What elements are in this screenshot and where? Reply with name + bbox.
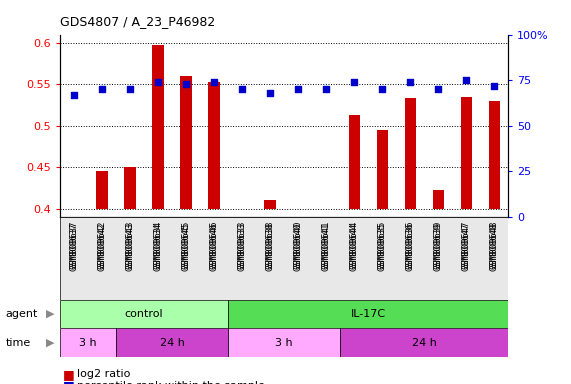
- Text: GSM808638: GSM808638: [266, 223, 275, 271]
- Text: GSM808642: GSM808642: [98, 223, 106, 271]
- Point: [489, 83, 498, 89]
- Point: [321, 86, 331, 93]
- Point: [182, 81, 191, 87]
- Text: GSM808633: GSM808633: [238, 223, 247, 271]
- Text: percentile rank within the sample: percentile rank within the sample: [77, 381, 265, 384]
- Text: time: time: [6, 338, 31, 348]
- Text: GSM808640: GSM808640: [293, 223, 303, 271]
- FancyBboxPatch shape: [340, 328, 508, 357]
- Text: GSM808638: GSM808638: [266, 221, 275, 270]
- Text: GSM808633: GSM808633: [238, 221, 247, 270]
- Text: GSM808635: GSM808635: [377, 223, 387, 271]
- Text: 3 h: 3 h: [275, 338, 293, 348]
- Text: GSM808642: GSM808642: [98, 221, 106, 270]
- FancyBboxPatch shape: [228, 300, 508, 328]
- Text: GSM808636: GSM808636: [405, 223, 415, 271]
- Point: [405, 79, 415, 85]
- Point: [126, 86, 135, 93]
- Point: [461, 77, 471, 83]
- FancyBboxPatch shape: [60, 300, 228, 328]
- Text: GSM808643: GSM808643: [126, 221, 135, 270]
- Text: 24 h: 24 h: [159, 338, 184, 348]
- FancyBboxPatch shape: [228, 328, 340, 357]
- Text: GSM808646: GSM808646: [210, 221, 219, 270]
- FancyBboxPatch shape: [116, 328, 228, 357]
- Text: GSM808639: GSM808639: [433, 223, 443, 271]
- Text: GSM808641: GSM808641: [321, 221, 331, 270]
- Point: [154, 79, 163, 85]
- Text: GSM808640: GSM808640: [293, 221, 303, 270]
- FancyBboxPatch shape: [60, 217, 508, 300]
- Text: GSM808646: GSM808646: [210, 223, 219, 271]
- Text: GSM808648: GSM808648: [490, 221, 498, 270]
- Bar: [461, 97, 472, 209]
- Point: [377, 86, 387, 93]
- Text: GSM808635: GSM808635: [377, 221, 387, 270]
- Text: GSM808644: GSM808644: [349, 221, 359, 270]
- Text: GSM808644: GSM808644: [349, 223, 359, 271]
- Text: ▶: ▶: [46, 338, 54, 348]
- Point: [70, 92, 79, 98]
- Text: GDS4807 / A_23_P46982: GDS4807 / A_23_P46982: [60, 15, 215, 28]
- Point: [98, 86, 107, 93]
- Text: GSM808645: GSM808645: [182, 223, 191, 271]
- Point: [238, 86, 247, 93]
- Text: 24 h: 24 h: [412, 338, 437, 348]
- Text: GSM808637: GSM808637: [70, 223, 78, 271]
- Point: [293, 86, 303, 93]
- Bar: [208, 82, 220, 209]
- Text: GSM808639: GSM808639: [433, 221, 443, 270]
- Point: [349, 79, 359, 85]
- Bar: [264, 200, 276, 209]
- Text: GSM808641: GSM808641: [321, 223, 331, 271]
- Text: agent: agent: [6, 309, 38, 319]
- Text: GSM808636: GSM808636: [405, 221, 415, 270]
- Bar: [124, 167, 135, 209]
- Text: GSM808648: GSM808648: [490, 223, 498, 271]
- Text: GSM808634: GSM808634: [154, 223, 163, 271]
- Text: GSM808647: GSM808647: [462, 223, 471, 271]
- Text: ■: ■: [63, 379, 75, 384]
- Text: GSM808645: GSM808645: [182, 221, 191, 270]
- Bar: [489, 101, 500, 209]
- Point: [433, 86, 443, 93]
- Text: control: control: [124, 309, 163, 319]
- Text: GSM808643: GSM808643: [126, 223, 135, 271]
- Bar: [152, 45, 164, 209]
- Text: IL-17C: IL-17C: [351, 309, 385, 319]
- Point: [266, 90, 275, 96]
- Text: log2 ratio: log2 ratio: [77, 369, 130, 379]
- Text: 3 h: 3 h: [79, 338, 96, 348]
- Text: GSM808637: GSM808637: [70, 221, 78, 270]
- Bar: [404, 98, 416, 209]
- FancyBboxPatch shape: [60, 328, 116, 357]
- Text: GSM808634: GSM808634: [154, 221, 163, 270]
- Text: ■: ■: [63, 368, 75, 381]
- Bar: [433, 190, 444, 209]
- Bar: [348, 115, 360, 209]
- Text: GSM808647: GSM808647: [462, 221, 471, 270]
- Bar: [180, 76, 192, 209]
- Bar: [96, 171, 107, 209]
- Text: ▶: ▶: [46, 309, 54, 319]
- Point: [210, 79, 219, 85]
- Bar: [376, 130, 388, 209]
